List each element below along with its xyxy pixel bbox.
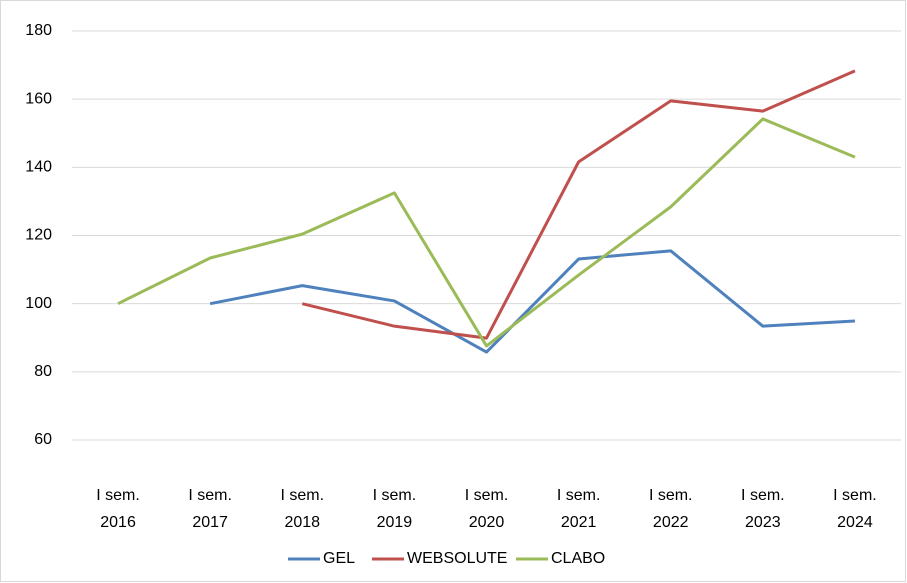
x-tick-label: I sem. 2019 <box>372 487 417 531</box>
y-tick-label: 60 <box>34 431 52 448</box>
x-tick-label: I sem. 2017 <box>188 487 232 531</box>
x-tick-label: I sem. 2023 <box>741 487 785 531</box>
x-tick-label: I sem. 2018 <box>280 487 325 531</box>
legend-label: WEBSOLUTE <box>407 550 507 567</box>
y-tick-label: 140 <box>25 159 52 176</box>
series-line <box>301 69 856 340</box>
y-tick-label: 120 <box>25 227 52 244</box>
series-line <box>117 117 856 348</box>
x-tick-label: I sem. 2016 <box>96 487 140 531</box>
x-tick-label: I sem. 2024 <box>833 487 877 531</box>
y-tick-label: 80 <box>34 363 52 380</box>
legend-label: GEL <box>323 550 355 567</box>
y-tick-label: 160 <box>25 90 52 107</box>
y-tick-label: 180 <box>25 22 52 39</box>
legend-label: CLABO <box>551 550 605 567</box>
x-tick-label: I sem. 2022 <box>648 487 693 531</box>
series-line <box>209 249 856 354</box>
x-tick-label: I sem. 2020 <box>464 487 509 531</box>
y-tick-label: 100 <box>25 295 52 312</box>
x-tick-label: I sem. 2021 <box>556 487 601 531</box>
